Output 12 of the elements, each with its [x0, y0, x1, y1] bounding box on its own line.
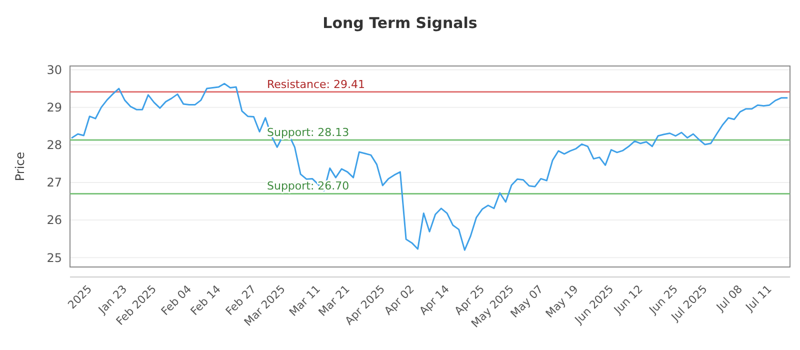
y-tick-label: 29 — [46, 100, 62, 115]
x-tick-label: Apr 14 — [416, 282, 452, 318]
y-tick-label: 25 — [46, 250, 62, 265]
y-axis-title: Price — [13, 152, 27, 182]
x-tick-label: Jul 08 — [713, 282, 745, 314]
chart-title: Long Term Signals — [322, 14, 478, 32]
y-tick-label: 26 — [46, 213, 62, 228]
x-tick-label: Jul 11 — [742, 282, 774, 314]
y-tick-label: 28 — [46, 138, 62, 152]
y-tick-label: 27 — [46, 176, 62, 190]
ref-line-label: Resistance: 29.41 — [267, 78, 365, 91]
y-tick-label: 30 — [46, 62, 62, 77]
